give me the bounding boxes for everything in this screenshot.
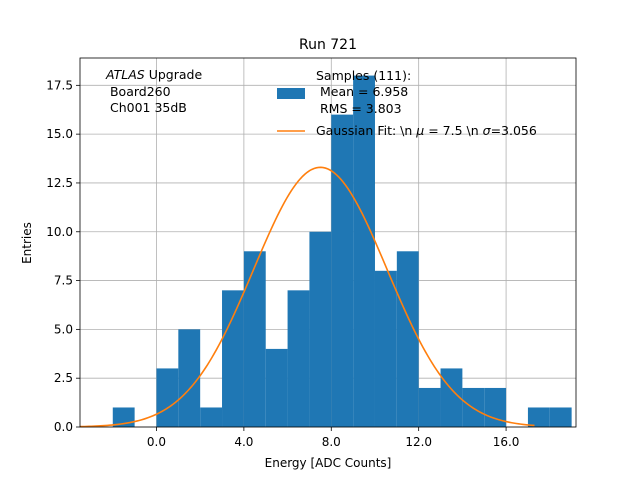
histogram-bar — [549, 407, 572, 427]
x-tick-label: 8.0 — [322, 435, 341, 449]
plot-frame — [79, 57, 577, 428]
legend-fit-prefix: Gaussian Fit: \n — [316, 123, 416, 138]
y-tick-label: 0.0 — [54, 420, 73, 434]
annotation-channel: Ch001 35dB — [106, 100, 187, 115]
histogram-bar — [243, 251, 266, 427]
legend-samples-rms: RMS = 3.803 — [316, 101, 402, 116]
y-tick-label: 2.5 — [54, 371, 73, 385]
y-tick-label: 5.0 — [54, 322, 73, 336]
y-tick-label: 10.0 — [46, 225, 73, 239]
histogram-bar — [178, 329, 201, 427]
annotation-board: Board260 — [106, 84, 171, 99]
histogram-bar — [353, 75, 375, 428]
legend-samples-swatch — [277, 88, 305, 99]
legend-fit-mu: μ — [415, 123, 424, 138]
upgrade-label: Upgrade — [145, 67, 203, 82]
histogram-bars — [112, 75, 572, 428]
x-tick-label: 0.0 — [147, 435, 166, 449]
histogram-bar — [309, 231, 332, 427]
y-tick-label: 12.5 — [46, 176, 73, 190]
x-axis-ticks: 0.0 4.0 8.0 12.0 16.0 — [147, 427, 520, 449]
legend-fit-sigma: σ — [483, 123, 492, 138]
legend-fit-suffix: =3.056 — [491, 123, 537, 138]
histogram-bar — [265, 348, 288, 427]
histogram-bar — [331, 114, 354, 427]
gaussian-fit-line — [79, 166, 535, 428]
legend: Samples (111): Mean = 6.958 RMS = 3.803 … — [277, 68, 537, 138]
y-tick-label: 17.5 — [46, 78, 73, 92]
y-axis-ticks: 0.0 2.5 5.0 7.5 10.0 12.5 15.0 17.5 — [46, 78, 80, 434]
y-tick-label: 15.0 — [46, 127, 73, 141]
histogram-bar — [287, 290, 310, 427]
x-tick-label: 4.0 — [234, 435, 253, 449]
x-tick-label: 16.0 — [493, 435, 520, 449]
legend-samples-title: Samples (111): — [316, 68, 411, 83]
atlas-annotation: ATLAS Upgrade Board260 Ch001 35dB — [105, 67, 202, 115]
x-tick-label: 12.0 — [405, 435, 432, 449]
x-axis-label: Energy [ADC Counts] — [265, 456, 392, 470]
gaussian-fit — [79, 166, 535, 428]
histogram-bar — [200, 407, 223, 427]
histogram-bar — [222, 290, 244, 427]
y-tick-label: 7.5 — [54, 274, 73, 288]
histogram-bar — [374, 270, 397, 427]
legend-samples-mean: Mean = 6.958 — [316, 84, 408, 99]
atlas-label: ATLAS — [105, 67, 145, 82]
annotation-line-1: ATLAS Upgrade — [105, 67, 202, 82]
chart-title: Run 721 — [299, 37, 357, 53]
legend-fit-label: Gaussian Fit: \n μ = 7.5 \n σ=3.056 — [316, 123, 537, 138]
histogram-bar — [156, 368, 179, 427]
histogram-bar — [527, 407, 550, 427]
histogram-bar — [396, 251, 419, 427]
histogram-bar — [418, 387, 441, 427]
legend-fit-mid: = 7.5 \n — [424, 123, 482, 138]
y-axis-label: Entries — [20, 222, 34, 264]
